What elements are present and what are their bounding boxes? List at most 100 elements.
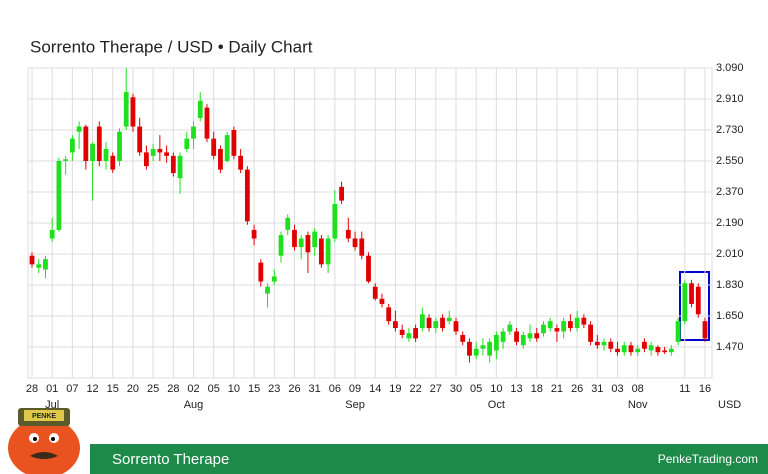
x-tick-label: 01 [46,383,58,395]
x-tick-label: 31 [591,383,603,395]
x-tick-label: 14 [369,383,381,395]
candle-body [393,321,398,329]
candle-body [648,345,654,351]
candle-body [628,345,634,353]
y-tick-label: 1.650 [716,310,744,322]
candle-body [507,324,513,332]
candle-body [460,334,466,342]
candle-body [487,341,493,356]
candle-body [352,238,358,248]
x-tick-label: 20 [127,383,139,395]
x-tick-label: 15 [248,383,260,395]
candle-body [285,217,291,230]
candle-body [43,259,48,270]
candle-body [292,229,297,248]
candle-body [184,138,190,149]
candle-body [318,238,324,265]
candle-body [218,148,223,170]
candle-body [621,345,627,353]
month-label: Oct [488,399,505,411]
x-tick-label: 28 [167,383,179,395]
candle-body [231,130,237,156]
chart-title: Sorrento Therape / USD • Daily Chart [30,37,313,56]
x-tick-label: 15 [107,383,119,395]
candle-body [36,264,42,268]
candle-body [177,155,183,179]
x-tick-label: 28 [26,383,38,395]
candle-body [662,350,668,353]
candle-body [453,321,459,332]
candle-body [123,92,129,127]
x-tick-label: 26 [571,383,583,395]
candle-body [433,321,439,329]
candle-body [695,286,701,315]
candle-body [574,317,580,329]
x-tick-label: 30 [450,383,462,395]
candle-body [689,283,694,304]
candle-body [419,314,425,329]
x-tick-label: 31 [309,383,321,395]
candle-body [339,186,344,201]
x-tick-label: 13 [510,383,522,395]
candle-body [682,283,688,322]
candle-body [615,348,620,353]
currency-label: USD [718,399,741,411]
candle-body [608,341,614,349]
candle-body [244,169,250,222]
candle-body [110,155,116,170]
candle-body [164,152,169,156]
candle-body [675,321,681,342]
logo-text: PENKE [32,413,56,420]
x-tick-label: 07 [66,383,78,395]
candle-body [493,334,499,351]
candle-body [191,126,196,139]
candle-body [594,341,600,346]
candle-body [197,100,203,118]
x-tick-label: 11 [679,383,690,395]
candle-body [379,298,385,304]
candle-body [406,333,412,339]
candle-body [258,262,264,282]
candle-body [635,348,641,353]
x-tick-label: 10 [490,383,502,395]
candle-body [366,255,371,282]
candle-body [702,321,708,339]
candle-body [69,138,75,153]
candle-body [655,347,661,353]
y-tick-label: 1.830 [716,279,744,291]
x-tick-label: 10 [228,383,240,395]
x-tick-label: 23 [268,383,280,395]
candle-body [130,97,136,127]
y-tick-label: 2.550 [716,155,744,167]
y-tick-label: 2.010 [716,248,744,260]
x-tick-label: 27 [430,383,442,395]
candle-body [642,341,647,349]
x-tick-label: 21 [551,383,563,395]
candle-body [157,148,163,153]
x-tick-label: 09 [349,383,361,395]
footer-site: PenkeTrading.com [658,452,758,466]
candle-body [399,329,405,335]
candle-body [56,161,62,230]
x-tick-label: 22 [409,383,421,395]
candle-body [386,307,392,322]
candle-body [305,235,311,253]
candle-body [547,321,553,329]
candle-body [440,317,445,329]
month-label: Nov [628,399,648,411]
candle-body [372,286,378,299]
y-tick-label: 2.730 [716,124,744,136]
candle-body [63,159,69,161]
mascot [8,408,80,474]
candle-body [359,238,365,256]
y-tick-label: 1.470 [716,341,744,353]
candle-body [170,155,176,174]
candle-body [581,317,587,325]
highlight-box [679,271,710,341]
y-tick-label: 2.910 [716,93,744,105]
x-tick-label: 06 [329,383,341,395]
x-tick-label: 08 [632,383,644,395]
x-tick-label: 26 [288,383,300,395]
candle-body [117,131,122,161]
